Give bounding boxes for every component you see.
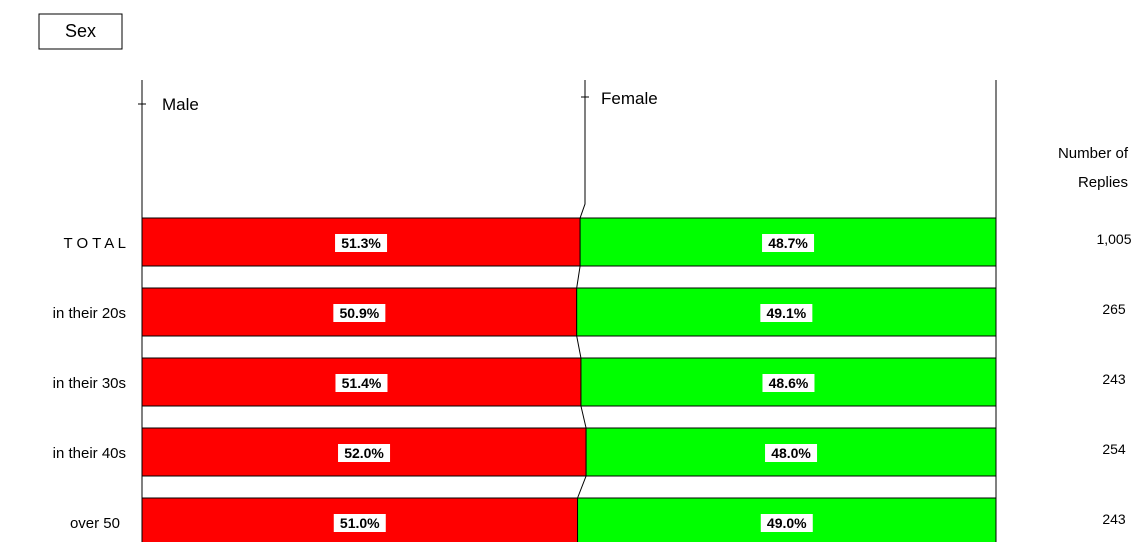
data-label-male-bg <box>333 514 386 532</box>
data-label-female: 49.1% <box>766 305 806 321</box>
data-label-male: 51.3% <box>341 235 381 251</box>
bar-row: 51.0% 49.0% over 50 243 <box>70 497 1126 542</box>
replies-header-line1: Number of <box>1058 145 1129 162</box>
data-label-male: 52.0% <box>344 445 384 461</box>
replies-count: 1,005 <box>1096 231 1131 247</box>
data-label-male-bg <box>338 444 391 462</box>
data-label-male: 51.4% <box>342 375 382 391</box>
replies-count: 265 <box>1102 301 1126 317</box>
bar-row: 51.3% 48.7% T O T A L 1,005 <box>63 217 1132 267</box>
series-headers: Male Female <box>162 89 658 114</box>
series-header-male: Male <box>162 95 199 114</box>
data-label-female-bg <box>760 304 813 322</box>
bar-row: 52.0% 48.0% in their 40s 254 <box>53 427 1126 477</box>
data-label-female-bg <box>760 514 813 532</box>
chart-title-box: Sex <box>38 13 123 50</box>
series-header-female: Female <box>601 89 658 108</box>
replies-count: 243 <box>1102 511 1126 527</box>
category-label: in their 40s <box>53 445 126 462</box>
bar-rows: 51.3% 48.7% T O T A L 1,005 50.9% 49.1% in the… <box>53 217 1132 542</box>
data-label-female-bg <box>762 234 815 252</box>
data-label-male-bg <box>335 234 388 252</box>
chart-title-frame <box>38 13 123 50</box>
data-label-female: 49.0% <box>767 515 807 531</box>
category-label: T O T A L <box>63 235 126 252</box>
category-label: in their 20s <box>53 305 126 322</box>
bar-row: 51.4% 48.6% in their 30s 243 <box>53 357 1126 407</box>
data-label-female: 48.0% <box>771 445 811 461</box>
data-label-male-bg <box>335 374 388 392</box>
replies-header-line2: Replies <box>1078 174 1128 191</box>
data-label-female-bg <box>765 444 818 462</box>
bar-row: 50.9% 49.1% in their 20s 265 <box>53 287 1126 337</box>
category-label: over 50 <box>70 515 120 532</box>
data-label-female: 48.6% <box>769 375 809 391</box>
chart-title: Sex <box>65 21 96 41</box>
data-label-male-bg <box>333 304 386 322</box>
data-label-female-bg <box>762 374 815 392</box>
data-label-male: 51.0% <box>340 515 380 531</box>
replies-count: 254 <box>1102 441 1126 457</box>
replies-header: Number of Replies <box>1058 145 1129 191</box>
data-label-male: 50.9% <box>339 305 379 321</box>
category-label: in their 30s <box>53 375 126 392</box>
replies-count: 243 <box>1102 371 1126 387</box>
data-label-female: 48.7% <box>768 235 808 251</box>
